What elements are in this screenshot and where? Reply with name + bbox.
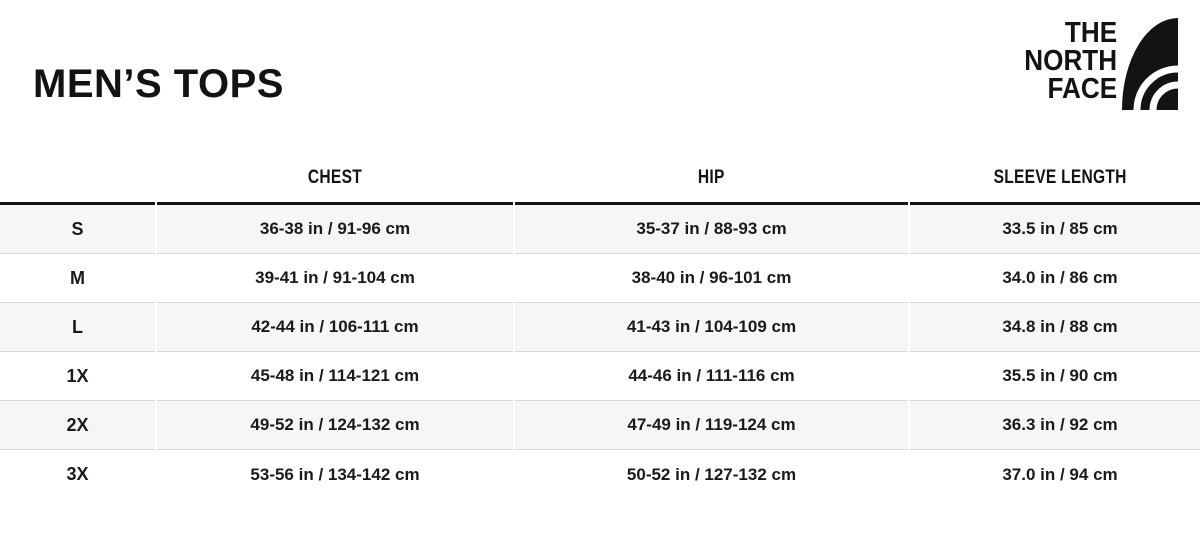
- sleeve-cell: 34.0 in / 86 cm: [910, 254, 1200, 303]
- sleeve-cell: 35.5 in / 90 cm: [910, 352, 1200, 401]
- size-cell: L: [0, 303, 155, 352]
- table-row-2x: 2X 49-52 in / 124-132 cm 47-49 in / 119-…: [0, 401, 1200, 450]
- size-cell: 2X: [0, 401, 155, 450]
- north-face-wordmark: THE NORTH FACE: [1024, 17, 1117, 105]
- sleeve-cell: 36.3 in / 92 cm: [910, 401, 1200, 450]
- wordmark-line-the: THE: [1064, 17, 1117, 49]
- hip-cell: 41-43 in / 104-109 cm: [515, 303, 908, 352]
- chest-cell: 53-56 in / 134-142 cm: [157, 450, 513, 499]
- half-dome-icon: [1122, 18, 1178, 110]
- sleeve-cell: 34.8 in / 88 cm: [910, 303, 1200, 352]
- table-row-m: M 39-41 in / 91-104 cm 38-40 in / 96-101…: [0, 254, 1200, 303]
- size-cell: 1X: [0, 352, 155, 401]
- table-row-l: L 42-44 in / 106-111 cm 41-43 in / 104-1…: [0, 303, 1200, 352]
- chest-cell: 49-52 in / 124-132 cm: [157, 401, 513, 450]
- size-chart-body: S 36-38 in / 91-96 cm 35-37 in / 88-93 c…: [0, 205, 1200, 499]
- hip-cell: 50-52 in / 127-132 cm: [515, 450, 908, 499]
- sleeve-length-column-header: SLEEVE LENGTH: [910, 158, 1200, 205]
- size-cell: 3X: [0, 450, 155, 499]
- size-chart-header: CHEST HIP SLEEVE LENGTH: [0, 158, 1200, 205]
- hip-cell: 35-37 in / 88-93 cm: [515, 205, 908, 254]
- wordmark-line-face: FACE: [1047, 73, 1117, 105]
- size-cell: S: [0, 205, 155, 254]
- table-row-1x: 1X 45-48 in / 114-121 cm 44-46 in / 111-…: [0, 352, 1200, 401]
- sleeve-cell: 37.0 in / 94 cm: [910, 450, 1200, 499]
- chest-cell: 36-38 in / 91-96 cm: [157, 205, 513, 254]
- north-face-logo: THE NORTH FACE: [1014, 18, 1178, 110]
- table-row-s: S 36-38 in / 91-96 cm 35-37 in / 88-93 c…: [0, 205, 1200, 254]
- hip-column-header: HIP: [515, 158, 908, 205]
- sleeve-cell: 33.5 in / 85 cm: [910, 205, 1200, 254]
- hip-cell: 47-49 in / 119-124 cm: [515, 401, 908, 450]
- header-row: CHEST HIP SLEEVE LENGTH: [0, 158, 1200, 205]
- chest-cell: 39-41 in / 91-104 cm: [157, 254, 513, 303]
- page-title: MEN’S TOPS: [33, 62, 284, 106]
- hip-cell: 38-40 in / 96-101 cm: [515, 254, 908, 303]
- hip-cell: 44-46 in / 111-116 cm: [515, 352, 908, 401]
- wordmark-line-north: NORTH: [1024, 45, 1117, 77]
- size-column-header: [0, 158, 155, 205]
- chest-cell: 45-48 in / 114-121 cm: [157, 352, 513, 401]
- size-chart-table: CHEST HIP SLEEVE LENGTH S 36-38 in / 91-…: [0, 158, 1200, 499]
- chest-cell: 42-44 in / 106-111 cm: [157, 303, 513, 352]
- table-row-3x: 3X 53-56 in / 134-142 cm 50-52 in / 127-…: [0, 450, 1200, 499]
- size-cell: M: [0, 254, 155, 303]
- chest-column-header: CHEST: [157, 158, 513, 205]
